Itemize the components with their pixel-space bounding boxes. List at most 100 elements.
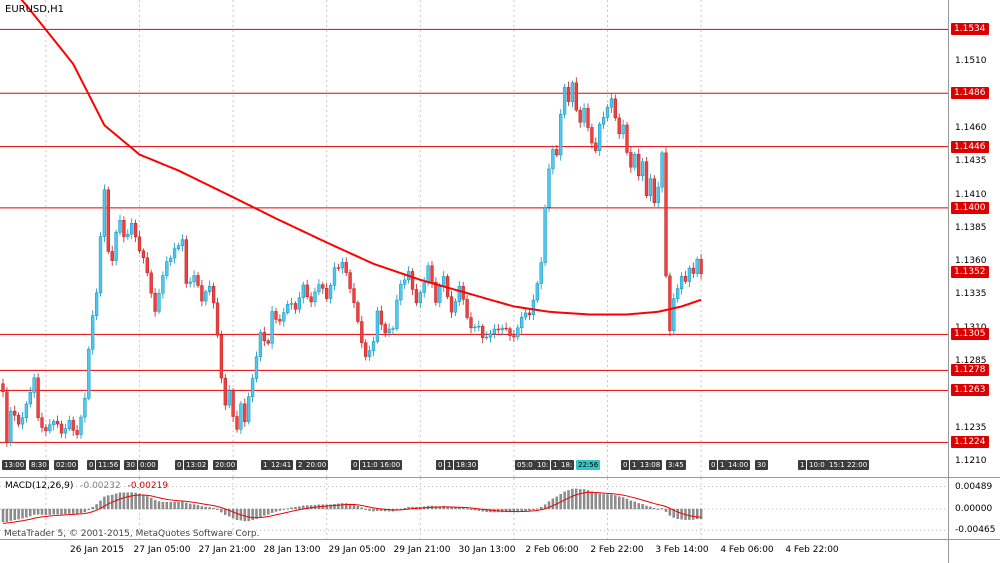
event-marker[interactable]: 0	[621, 460, 630, 470]
event-marker[interactable]: 18:	[559, 460, 575, 470]
time-axis-label: 2 Feb 06:00	[525, 545, 579, 555]
candle-body	[305, 284, 309, 298]
event-marker[interactable]: 05:0	[515, 460, 535, 470]
event-marker[interactable]: 0	[351, 460, 360, 470]
candle-body	[570, 82, 575, 102]
macd-bar	[157, 501, 161, 510]
candle-body	[243, 403, 247, 423]
macd-bar	[356, 505, 360, 510]
price-tick-label: 1.1310	[955, 323, 987, 333]
candle-body	[297, 297, 302, 310]
candle-body	[180, 239, 185, 246]
event-marker[interactable]: 13:08	[638, 460, 663, 470]
event-marker[interactable]: 15:1	[827, 460, 847, 470]
event-marker[interactable]: 02:00	[54, 460, 79, 470]
macd-bar	[48, 508, 51, 515]
candle-body	[492, 328, 497, 334]
event-marker[interactable]: 11:56	[96, 460, 121, 470]
event-marker[interactable]: 1	[718, 460, 727, 470]
candle-body	[1, 383, 5, 392]
event-marker[interactable]: 0	[87, 460, 96, 470]
macd-bar	[161, 501, 165, 510]
event-marker[interactable]: 0	[175, 460, 184, 470]
macd-bar	[103, 496, 106, 510]
candle-body	[126, 233, 130, 237]
event-marker[interactable]: 22:00	[845, 460, 870, 470]
macd-bar	[60, 508, 63, 515]
candle-body	[555, 149, 559, 156]
event-marker[interactable]: 20:00	[213, 460, 238, 470]
macd-bar	[126, 492, 130, 510]
event-marker[interactable]: 20:00	[304, 460, 329, 470]
event-marker[interactable]: 12:41	[269, 460, 294, 470]
price-tick-label: 1.1385	[955, 222, 987, 233]
candle-body	[399, 284, 403, 301]
candle-body	[336, 267, 341, 269]
candle-body	[28, 392, 32, 405]
event-marker[interactable]: 16:00	[378, 460, 403, 470]
event-marker[interactable]: 0:00	[138, 460, 158, 470]
candle-body	[274, 311, 278, 320]
time-axis-label: 4 Feb 22:00	[785, 545, 839, 555]
macd-bar	[528, 508, 531, 511]
macd-bar	[235, 508, 239, 520]
candle-body	[438, 286, 442, 303]
candle-body	[640, 161, 645, 177]
candle-body	[317, 284, 321, 293]
event-marker[interactable]: 13:00	[2, 460, 27, 470]
macd-bar	[645, 505, 648, 510]
candle-body	[617, 117, 621, 135]
macd-bar	[220, 508, 223, 513]
macd-bar	[286, 508, 289, 510]
price-tick-label: 1.1360	[955, 256, 987, 267]
event-marker[interactable]: 3:45	[666, 460, 686, 470]
moving-average-line[interactable]	[3, 0, 702, 316]
macd-bar	[153, 500, 157, 510]
event-marker[interactable]: 2	[296, 460, 305, 470]
candle-body	[52, 420, 56, 425]
candle-body	[55, 420, 60, 425]
price-axis[interactable]: 1.15101.14851.14601.14351.14101.13851.13…	[950, 0, 1000, 563]
candle-body	[637, 153, 641, 177]
candle-body	[48, 424, 52, 432]
macd-bar	[508, 508, 512, 513]
event-marker[interactable]: 1	[551, 460, 560, 470]
candle-body	[106, 189, 110, 252]
event-marker[interactable]: 1	[261, 460, 270, 470]
event-marker[interactable]: 1	[630, 460, 639, 470]
macd-bar	[142, 494, 145, 510]
candle-body	[598, 124, 602, 151]
macd-bar	[501, 508, 504, 513]
event-marker[interactable]: 0	[709, 460, 718, 470]
event-marker[interactable]: 18:30	[454, 460, 479, 470]
event-marker[interactable]: 14:00	[726, 460, 751, 470]
event-marker[interactable]: 1	[445, 460, 454, 470]
macd-bar	[177, 501, 180, 510]
event-marker[interactable]: 1	[798, 460, 807, 470]
candle-body	[313, 291, 317, 303]
candle-body	[430, 265, 434, 283]
candle-body	[473, 326, 477, 329]
macd-bar	[1, 508, 5, 523]
event-marker[interactable]: 10:0	[807, 460, 827, 470]
macd-bar	[637, 503, 640, 510]
candle-body	[266, 340, 270, 344]
event-marker[interactable]: 13:02	[184, 460, 209, 470]
candle-body	[262, 332, 266, 341]
event-marker[interactable]: 0	[436, 460, 445, 470]
candle-body	[59, 423, 64, 434]
macd-bar	[243, 508, 247, 522]
time-axis[interactable]: 26 Jan 2015 27 Jan 05:00 27 Jan 21:00 28 Ja…	[0, 540, 1000, 563]
event-marker[interactable]: 30	[755, 460, 768, 470]
macd-bar	[469, 508, 473, 510]
candle-body	[176, 245, 181, 249]
event-marker[interactable]: 8:30	[29, 460, 49, 470]
macd-bar	[83, 508, 87, 513]
event-marker[interactable]: 22:56	[576, 460, 601, 470]
event-marker[interactable]: 10:	[535, 460, 551, 470]
macd-axis-label: 0.00489	[955, 481, 993, 492]
event-marker[interactable]: 30	[124, 460, 137, 470]
candle-body	[562, 87, 567, 115]
event-marker[interactable]: 11:0	[360, 460, 380, 470]
